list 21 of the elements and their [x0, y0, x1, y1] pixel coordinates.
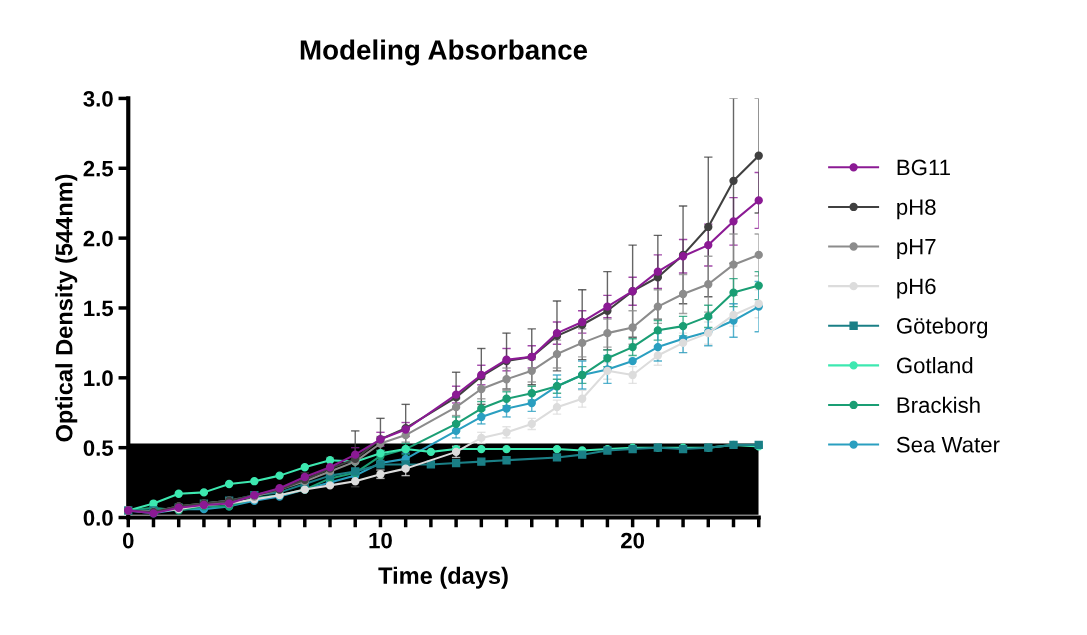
- x-tick-label: 0: [122, 532, 134, 549]
- y-tick-label: 2.5: [83, 160, 114, 177]
- y-tick-label: 0.0: [83, 510, 113, 526]
- legend-label: Göteborg: [896, 317, 988, 339]
- y-tick-label: 0.5: [83, 440, 114, 456]
- y-tick-label: 1.5: [84, 300, 114, 317]
- x-tick-label: 20: [621, 532, 645, 549]
- legend-label: pH7: [897, 239, 936, 259]
- x-axis-title: Time (days): [378, 566, 508, 589]
- legend-label: BG11: [897, 159, 950, 176]
- y-tick-label: 3.0: [83, 90, 113, 107]
- y-axis-title: Optical Density (544nm): [55, 174, 78, 442]
- y-tick-label: 2.0: [83, 230, 113, 247]
- legend-label: Sea Water: [896, 436, 1000, 453]
- x-tick-label: 10: [369, 532, 392, 549]
- legend-label: Gotland: [896, 357, 973, 374]
- y-tick-label: 1.0: [84, 370, 113, 387]
- chart-title: Modeling Absorbance: [300, 39, 588, 66]
- legend-label: pH6: [897, 278, 936, 299]
- legend-label: pH8: [897, 199, 936, 220]
- legend-label: Brackish: [897, 396, 980, 413]
